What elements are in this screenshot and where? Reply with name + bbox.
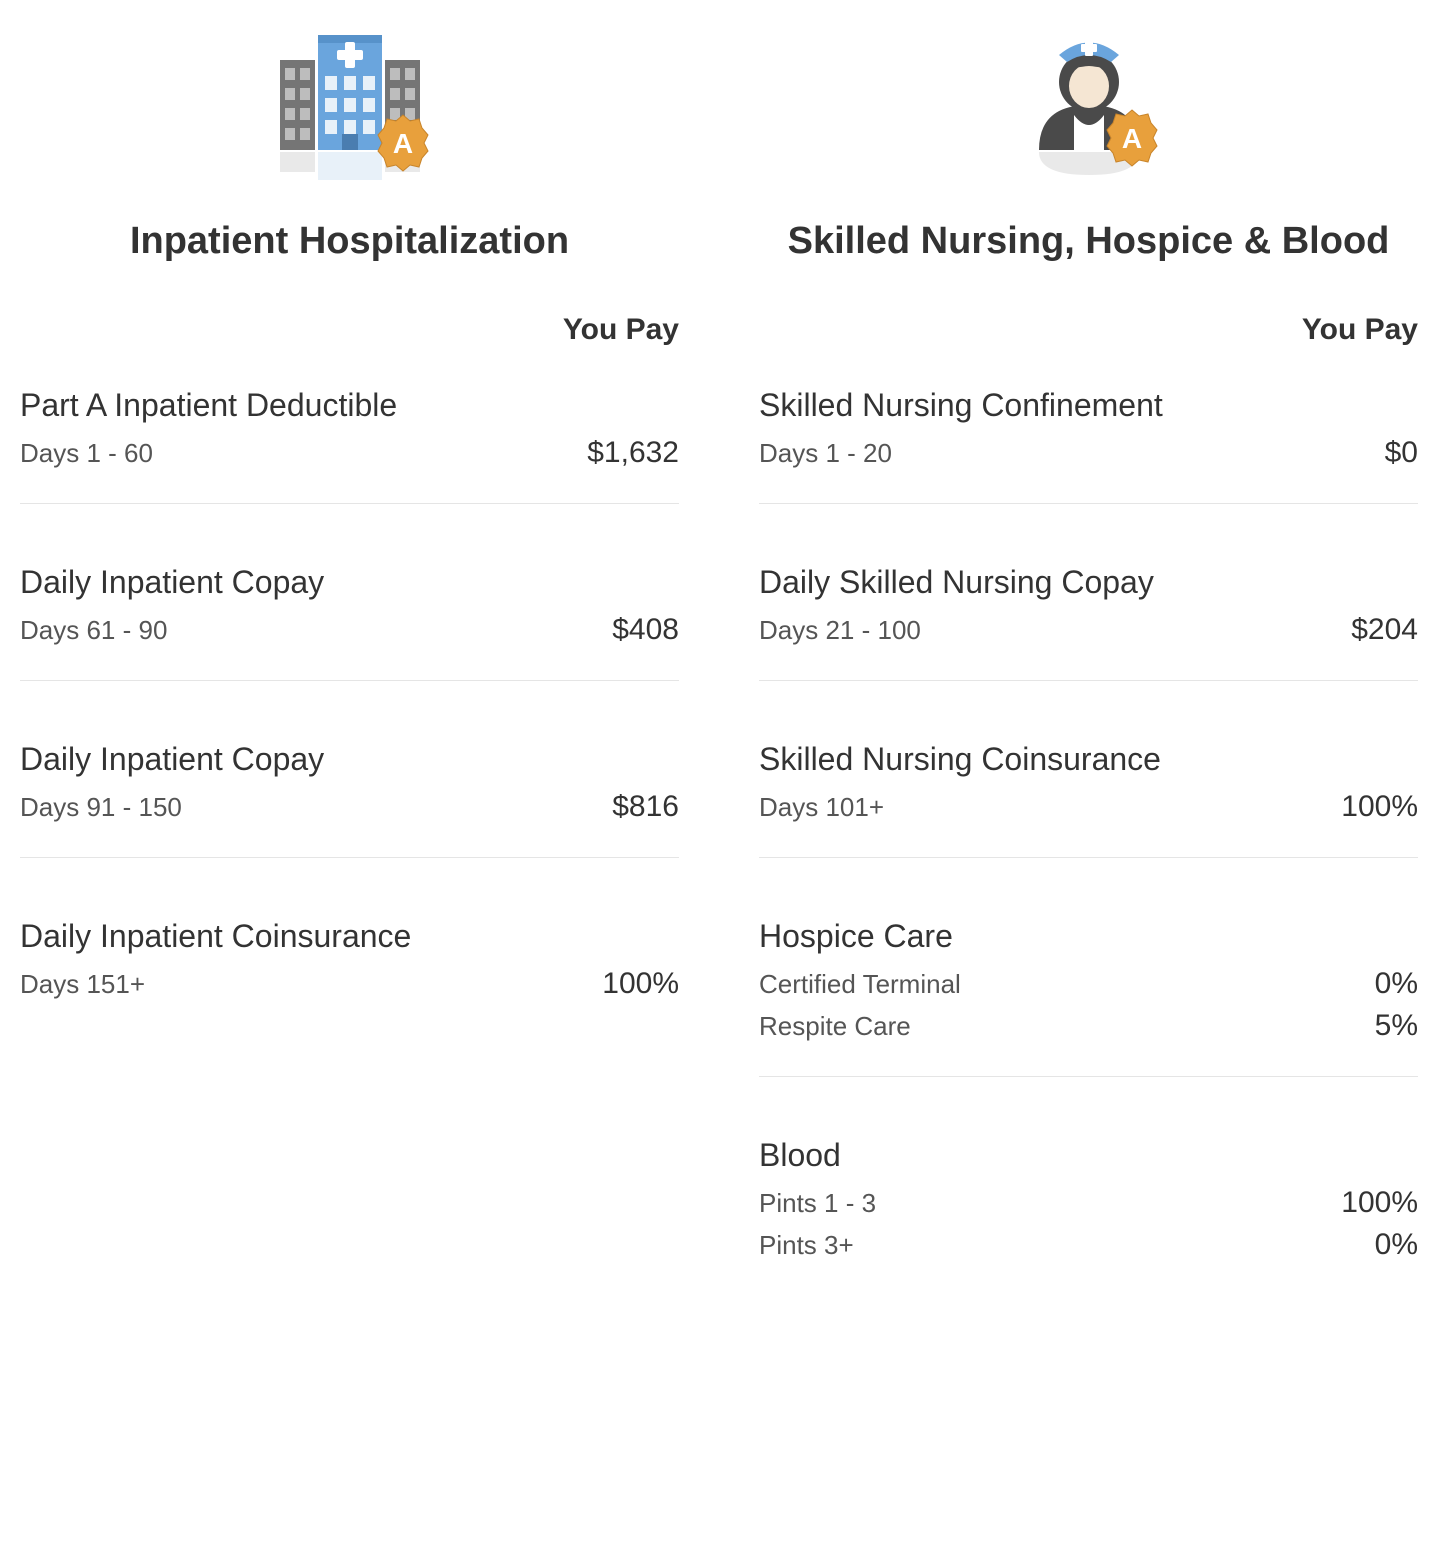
item-title: Part A Inpatient Deductible [20, 387, 679, 424]
item-value: $204 [1351, 613, 1418, 647]
item-title: Daily Skilled Nursing Copay [759, 564, 1418, 601]
item-title: Skilled Nursing Confinement [759, 387, 1418, 424]
right-items: Skilled Nursing Confinement Days 1 - 20 $0… [759, 387, 1418, 1295]
badge-letter: A [1121, 123, 1141, 154]
item-sub-label: Days 21 - 100 [759, 615, 921, 646]
item-row: Pints 1 - 3 100% [759, 1186, 1418, 1220]
item-row: Certified Terminal 0% [759, 967, 1418, 1001]
item-row: Days 1 - 60 $1,632 [20, 436, 679, 470]
cost-item: Skilled Nursing Coinsurance Days 101+ 100% [759, 741, 1418, 858]
item-row: Days 91 - 150 $816 [20, 790, 679, 824]
cost-item: Hospice Care Certified Terminal 0% Respite … [759, 918, 1418, 1077]
left-column: A Inpatient Hospitalization You Pay Part… [20, 20, 679, 1355]
item-row: Days 21 - 100 $204 [759, 613, 1418, 647]
nurse-icon: A [999, 20, 1179, 180]
item-sub-label: Days 91 - 150 [20, 792, 182, 823]
item-value: 100% [1341, 1186, 1418, 1220]
cost-item: Skilled Nursing Confinement Days 1 - 20 $0 [759, 387, 1418, 504]
item-value: 100% [1341, 790, 1418, 824]
item-row: Days 101+ 100% [759, 790, 1418, 824]
item-sub-label: Days 101+ [759, 792, 884, 823]
badge-letter: A [392, 128, 412, 159]
item-row: Days 151+ 100% [20, 967, 679, 1001]
item-value: $0 [1385, 436, 1418, 470]
cost-item: Daily Inpatient Copay Days 61 - 90 $408 [20, 564, 679, 681]
item-sub-label: Respite Care [759, 1011, 911, 1042]
item-sub-label: Pints 1 - 3 [759, 1188, 876, 1219]
hospital-icon: A [260, 20, 440, 180]
item-sub-label: Pints 3+ [759, 1230, 854, 1261]
cost-item: Blood Pints 1 - 3 100% Pints 3+ 0% [759, 1137, 1418, 1295]
left-section-title: Inpatient Hospitalization [20, 220, 679, 263]
item-value: $408 [612, 613, 679, 647]
cost-item: Daily Inpatient Coinsurance Days 151+ 100% [20, 918, 679, 1034]
hospital-icon-wrapper: A [20, 20, 679, 200]
item-value: 5% [1375, 1009, 1418, 1043]
item-value: 0% [1375, 967, 1418, 1001]
right-you-pay: You Pay [759, 313, 1418, 347]
item-title: Hospice Care [759, 918, 1418, 955]
cost-item: Part A Inpatient Deductible Days 1 - 60 $1… [20, 387, 679, 504]
item-row: Days 1 - 20 $0 [759, 436, 1418, 470]
right-column: A Skilled Nursing, Hospice & Blood You P… [759, 20, 1418, 1355]
item-title: Blood [759, 1137, 1418, 1174]
item-sub-label: Certified Terminal [759, 969, 961, 1000]
item-value: 100% [602, 967, 679, 1001]
item-value: $816 [612, 790, 679, 824]
item-sub-label: Days 1 - 20 [759, 438, 892, 469]
cost-item: Daily Inpatient Copay Days 91 - 150 $816 [20, 741, 679, 858]
right-section-title: Skilled Nursing, Hospice & Blood [759, 220, 1418, 263]
item-sub-label: Days 151+ [20, 969, 145, 1000]
cost-item: Daily Skilled Nursing Copay Days 21 - 100… [759, 564, 1418, 681]
item-row: Respite Care 5% [759, 1009, 1418, 1043]
left-items: Part A Inpatient Deductible Days 1 - 60 $1… [20, 387, 679, 1034]
item-title: Daily Inpatient Copay [20, 741, 679, 778]
item-row: Days 61 - 90 $408 [20, 613, 679, 647]
columns-container: A Inpatient Hospitalization You Pay Part… [20, 20, 1418, 1355]
nurse-icon-wrapper: A [759, 20, 1418, 200]
item-sub-label: Days 1 - 60 [20, 438, 153, 469]
item-title: Daily Inpatient Copay [20, 564, 679, 601]
item-title: Daily Inpatient Coinsurance [20, 918, 679, 955]
left-you-pay: You Pay [20, 313, 679, 347]
item-value: $1,632 [587, 436, 679, 470]
item-value: 0% [1375, 1228, 1418, 1262]
item-title: Skilled Nursing Coinsurance [759, 741, 1418, 778]
item-row: Pints 3+ 0% [759, 1228, 1418, 1262]
item-sub-label: Days 61 - 90 [20, 615, 167, 646]
